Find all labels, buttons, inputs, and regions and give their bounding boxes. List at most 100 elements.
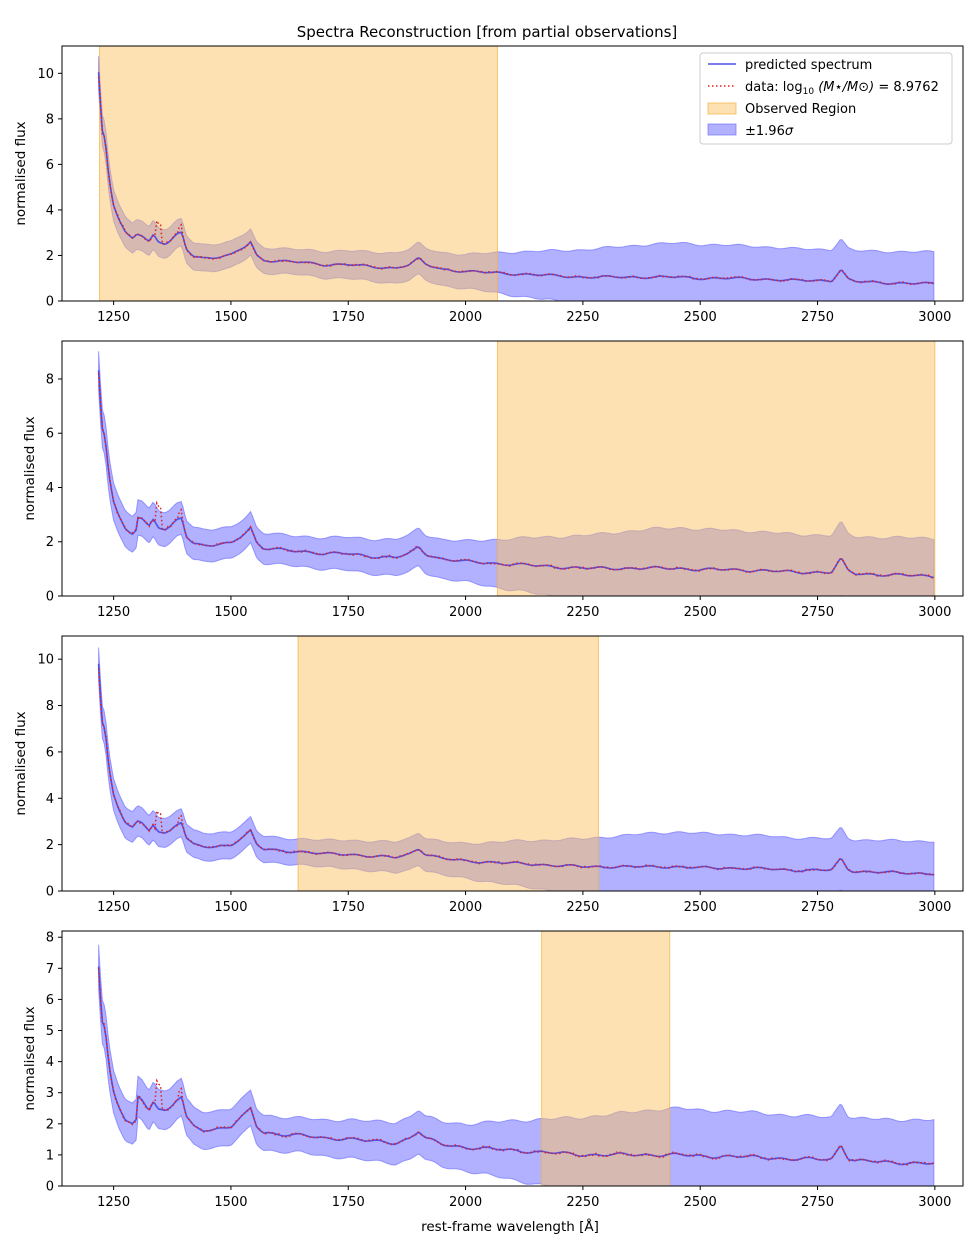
y-tick-label: 8 (46, 112, 54, 127)
y-tick-label: 2 (46, 838, 54, 853)
legend-sigma-label: ±1.96σ (745, 124, 794, 139)
y-tick-label: 8 (46, 372, 54, 387)
legend-observed-swatch (707, 102, 737, 115)
y-tick-label: 5 (46, 1024, 54, 1039)
y-tick-label: 6 (46, 993, 54, 1008)
data-spectrum-line (97, 668, 935, 876)
x-tick-label: 1500 (214, 310, 247, 325)
x-tick-label: 1500 (214, 605, 247, 620)
legend-data-value: 8.9762 (893, 80, 939, 95)
x-tick-label: 1750 (332, 605, 365, 620)
x-tick-label: 1750 (332, 900, 365, 915)
y-tick-label: 10 (37, 653, 54, 668)
panel-3: 1250 1500 1750 2000 2250 2500 2750 3000 0 2 4 6 8 10 n… (13, 635, 964, 915)
legend-data-prefix: data: log (745, 80, 803, 95)
x-tick-label: 2000 (449, 310, 482, 325)
x-tick-label: 2750 (801, 605, 834, 620)
y-tick-label: 2 (46, 249, 54, 264)
x-tick-label: 2750 (801, 310, 834, 325)
observed-region (297, 636, 599, 891)
x-tick-label: 3000 (918, 1195, 951, 1210)
panel-1: 1250 1500 1750 2000 2250 2500 2750 3000 0 2 4 6 8 10 n… (13, 45, 964, 325)
x-tick-label: 2250 (566, 1195, 599, 1210)
x-tick-label: 2250 (566, 900, 599, 915)
x-tick-label: 2500 (684, 605, 717, 620)
y-tick-label: 8 (46, 699, 54, 714)
data-spectrum-line (97, 373, 934, 579)
legend-data-label: data: log10 (M⋆/M⊙) = 8.9762 (745, 80, 939, 97)
y-tick-label: 4 (46, 203, 54, 218)
x-tick-label: 1500 (214, 900, 247, 915)
x-tick-label: 2000 (449, 1195, 482, 1210)
x-tick-label: 3000 (918, 310, 951, 325)
x-tick-label: 2250 (566, 605, 599, 620)
y-tick-label: 10 (37, 67, 54, 82)
plot-area (97, 636, 935, 891)
x-tick-label: 1250 (97, 605, 130, 620)
legend-sigma-swatch (707, 123, 737, 136)
axes-frame (61, 340, 964, 597)
y-axis-label: normalised flux (22, 1006, 38, 1110)
axes-frame (61, 45, 964, 302)
panel-4: 1250 1500 1750 2000 2250 2500 2750 3000 0 1 2 3 4 5 6 7… (22, 930, 964, 1210)
observed-region (99, 46, 498, 301)
y-axis-label: normalised flux (13, 121, 29, 225)
legend-sigma-symbol: σ (785, 124, 794, 139)
uncertainty-band (98, 944, 935, 1186)
axes-frame (61, 930, 964, 1187)
x-tick-label: 2750 (801, 900, 834, 915)
x-tick-label: 2000 (449, 900, 482, 915)
x-tick-label: 3000 (918, 605, 951, 620)
x-tick-label: 2500 (684, 1195, 717, 1210)
x-tick-label: 2750 (801, 1195, 834, 1210)
legend: predicted spectrum data: log10 (M⋆/M⊙) = … (699, 52, 953, 145)
y-tick-label: 0 (46, 295, 54, 310)
legend-observed-label: Observed Region (745, 102, 856, 117)
y-tick-label: 6 (46, 427, 54, 442)
observed-region (541, 931, 671, 1186)
y-tick-label: 6 (46, 745, 54, 760)
y-axis-label: normalised flux (22, 416, 38, 520)
y-tick-label: 0 (46, 590, 54, 605)
observed-region (496, 341, 936, 596)
x-tick-label: 1750 (332, 1195, 365, 1210)
y-tick-label: 4 (46, 481, 54, 496)
panels: 1250 1500 1750 2000 2250 2500 2750 30000246810n… (13, 45, 964, 1210)
y-tick-label: 8 (46, 931, 54, 946)
y-tick-label: 2 (46, 1117, 54, 1132)
y-tick-label: 0 (46, 1180, 54, 1195)
plot-area (97, 931, 935, 1186)
panel-2: 1250 1500 1750 2000 2250 2500 2750 3000 0 2 4 6 8 nor… (22, 340, 964, 620)
x-tick-label: 1750 (332, 310, 365, 325)
y-tick-label: 4 (46, 792, 54, 807)
x-tick-label: 2500 (684, 900, 717, 915)
y-tick-label: 2 (46, 535, 54, 550)
x-tick-label: 2250 (566, 310, 599, 325)
y-tick-label: 7 (46, 962, 54, 977)
axes-frame (61, 635, 964, 892)
y-tick-label: 1 (46, 1148, 54, 1163)
plot-area (97, 341, 936, 596)
x-tick-label: 1250 (97, 900, 130, 915)
legend-sigma-prefix: ±1.96 (745, 124, 785, 139)
y-tick-label: 0 (46, 885, 54, 900)
data-spectrum-line (97, 76, 934, 286)
x-tick-label: 1500 (214, 1195, 247, 1210)
legend-prediction-label: predicted spectrum (745, 58, 872, 73)
x-axis-label: rest-frame wavelength [Å] (421, 1218, 599, 1235)
y-axis-label: normalised flux (13, 711, 29, 815)
x-tick-label: 1250 (97, 310, 130, 325)
legend-data-mass: (M⋆/M⊙) = (814, 80, 893, 95)
legend-data-subscript: 10 (803, 87, 815, 97)
x-tick-label: 3000 (918, 900, 951, 915)
x-tick-label: 2500 (684, 310, 717, 325)
plot-area (97, 46, 935, 301)
y-tick-label: 3 (46, 1086, 54, 1101)
chart-title: Spectra Reconstruction [from partial obs… (297, 23, 678, 41)
x-tick-label: 1250 (97, 1195, 130, 1210)
x-tick-label: 2000 (449, 605, 482, 620)
y-tick-label: 6 (46, 158, 54, 173)
y-tick-label: 4 (46, 1055, 54, 1070)
predicted-spectrum-line (97, 966, 935, 1166)
